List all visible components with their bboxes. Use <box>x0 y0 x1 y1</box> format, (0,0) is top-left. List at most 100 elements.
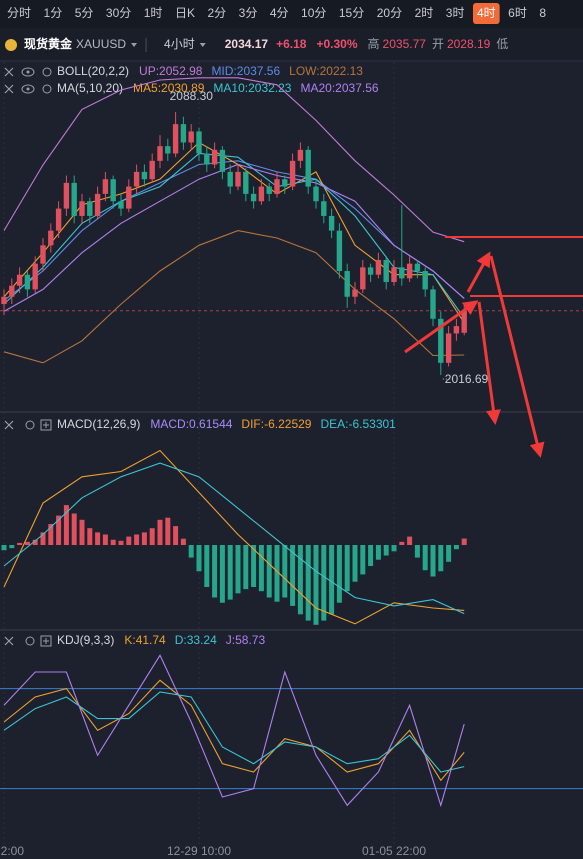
red-arrow <box>404 300 479 354</box>
candle-body <box>383 260 389 283</box>
eye-icon[interactable] <box>21 67 35 77</box>
timeframe-tab[interactable]: 15分 <box>339 6 364 20</box>
candle-body <box>406 263 413 279</box>
macd-line <box>3 462 465 615</box>
candle-body <box>282 179 288 187</box>
indicator-value: MA20:2037.56 <box>300 81 378 95</box>
timeframe-tab[interactable]: 4时 <box>477 6 496 20</box>
candle-body <box>453 326 460 334</box>
macd-bar <box>118 540 124 545</box>
macd-bar <box>383 545 389 556</box>
macd-bar <box>102 534 108 545</box>
indicator-title: BOLL(20,2,2) <box>57 64 129 78</box>
add-icon[interactable] <box>40 635 52 647</box>
timeframe-tab[interactable]: 分时 <box>7 6 31 20</box>
macd-bar <box>251 545 257 587</box>
red-arrow <box>489 255 545 458</box>
candle-body <box>188 131 194 143</box>
candle-body <box>32 263 38 290</box>
add-icon[interactable] <box>40 419 52 431</box>
boll-line <box>3 230 465 364</box>
settings-icon[interactable] <box>25 636 35 646</box>
macd-bar <box>274 545 280 602</box>
macd-bar <box>71 513 77 545</box>
candle-body <box>336 230 343 272</box>
macd-bar <box>266 545 272 598</box>
candle-body <box>313 186 319 202</box>
macd-bar <box>188 545 194 558</box>
macd-bar <box>297 545 303 615</box>
candle-body <box>126 186 132 209</box>
candle-body <box>204 153 210 165</box>
candle-body <box>328 215 335 231</box>
macd-bar <box>453 545 459 550</box>
header-high: 2035.77 <box>383 37 427 51</box>
macd-bar <box>414 545 420 558</box>
candle-body <box>235 171 241 187</box>
timeframe-tab[interactable]: 1分 <box>44 6 63 20</box>
settings-icon[interactable] <box>25 420 35 430</box>
macd-bar <box>461 538 467 545</box>
candle-body <box>422 271 428 290</box>
settings-icon[interactable] <box>42 84 52 94</box>
timeframe-tab[interactable]: 3分 <box>239 6 258 20</box>
timeframe-tab[interactable]: 10分 <box>301 6 326 20</box>
candle-body <box>219 149 226 172</box>
candle-body <box>274 179 280 194</box>
candle-body <box>321 201 327 216</box>
candle-body <box>196 131 202 154</box>
macd-bar <box>149 528 155 545</box>
candle-body <box>399 267 405 279</box>
timeframe-tab[interactable]: 2时 <box>415 6 434 20</box>
candle-body <box>258 186 265 202</box>
macd-bar <box>258 545 264 592</box>
timeframe-tab[interactable]: 20分 <box>377 6 402 20</box>
timeframe-tab[interactable]: 6时 <box>508 6 527 20</box>
candle-body <box>344 271 350 297</box>
timeframe-tab[interactable]: 8 <box>539 6 546 20</box>
indicator-value: D:33.24 <box>175 633 217 647</box>
macd-bar <box>110 539 116 545</box>
macd-bar <box>40 532 46 545</box>
macd-bar <box>368 545 374 566</box>
kdj-line <box>3 691 465 773</box>
eye-icon[interactable] <box>21 84 35 94</box>
header-name: 现货黄金 <box>24 36 73 51</box>
timeframe-tab[interactable]: 3时 <box>446 6 465 20</box>
header-symbol[interactable]: XAUUSD <box>76 37 126 51</box>
timeframe-tab[interactable]: 5分 <box>75 6 94 20</box>
ma-line <box>3 163 465 312</box>
close-icon[interactable] <box>4 420 14 430</box>
timeframe-tab[interactable]: 2分 <box>207 6 226 20</box>
candle-body <box>391 267 397 283</box>
close-icon[interactable] <box>4 84 14 94</box>
candle-body <box>289 160 296 187</box>
header-change-pct: +0.30% <box>316 37 357 51</box>
candle-body <box>305 149 311 187</box>
boll-line <box>3 77 465 243</box>
timeframe-tab[interactable]: 1时 <box>144 6 163 20</box>
macd-bar <box>165 517 171 545</box>
close-icon[interactable] <box>4 67 14 77</box>
macd-bar <box>438 545 444 572</box>
candle-body <box>48 230 54 246</box>
macd-line <box>3 449 465 625</box>
settings-icon[interactable] <box>42 67 52 77</box>
indicator-value: MA10:2032.23 <box>213 81 291 95</box>
timeframe-tab[interactable]: 4分 <box>270 6 289 20</box>
candle-body <box>360 267 366 290</box>
candle-body <box>367 267 374 275</box>
eye-pupil <box>26 70 30 74</box>
candle-body <box>87 201 93 216</box>
kdj-line <box>3 679 465 782</box>
header-bg <box>0 28 583 61</box>
macd-bar <box>344 545 350 592</box>
timeframe-tab[interactable]: 30分 <box>106 6 131 20</box>
header-period[interactable]: 4小时 <box>164 37 195 51</box>
candle-body <box>55 208 62 231</box>
candle-body <box>141 171 148 180</box>
close-icon[interactable] <box>4 636 14 646</box>
macd-bar <box>157 519 163 545</box>
timeframe-tab[interactable]: 日K <box>175 6 195 20</box>
